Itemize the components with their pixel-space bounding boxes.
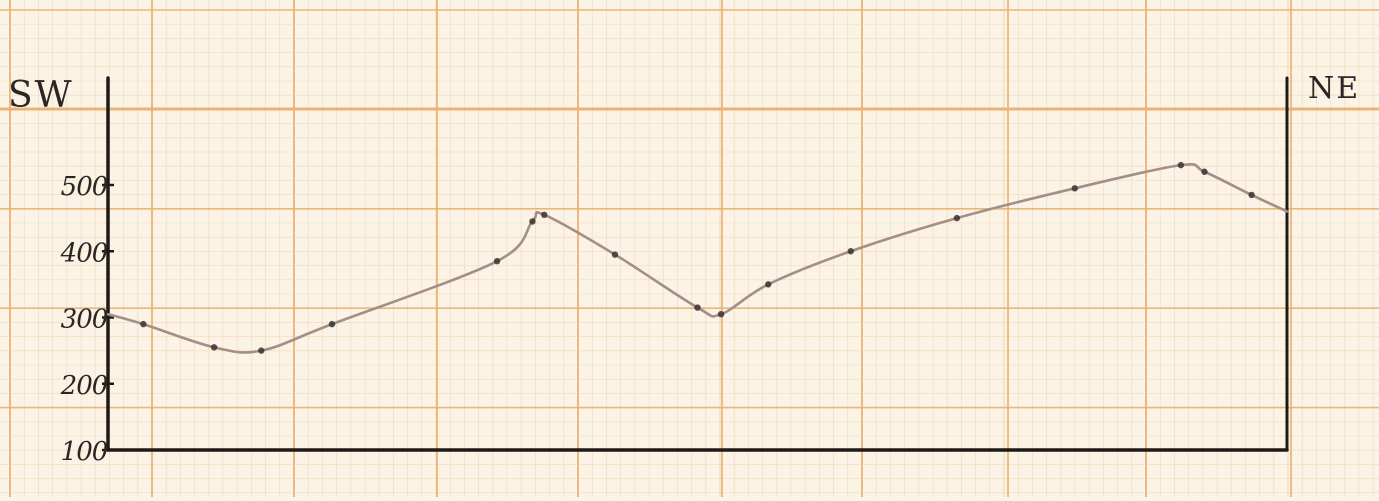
data-point-marker: [210, 344, 218, 351]
y-tick-label: 500: [61, 172, 108, 202]
y-tick-label: 200: [60, 371, 108, 401]
data-point-marker: [953, 214, 961, 222]
data-point-marker: [493, 257, 501, 265]
data-point-marker: [847, 248, 854, 255]
data-point-marker: [611, 251, 619, 258]
data-point-marker: [140, 320, 147, 328]
data-point-marker: [328, 320, 336, 328]
data-point-marker: [717, 310, 725, 318]
y-tick-label: 300: [61, 305, 108, 335]
y-tick-label: 400: [60, 238, 108, 268]
data-point-marker: [541, 211, 548, 219]
data-point-marker: [1177, 161, 1185, 169]
data-point-marker: [529, 218, 536, 225]
data-point-marker: [694, 304, 701, 311]
y-tick-label: 100: [61, 437, 108, 467]
left-end-label: SW: [8, 75, 74, 116]
data-point-marker: [1071, 185, 1078, 192]
data-point-marker: [765, 281, 772, 288]
data-point-marker: [258, 347, 265, 354]
right-end-label: NE: [1308, 71, 1360, 106]
data-point-marker: [1248, 191, 1255, 199]
data-point-marker: [1201, 168, 1208, 175]
